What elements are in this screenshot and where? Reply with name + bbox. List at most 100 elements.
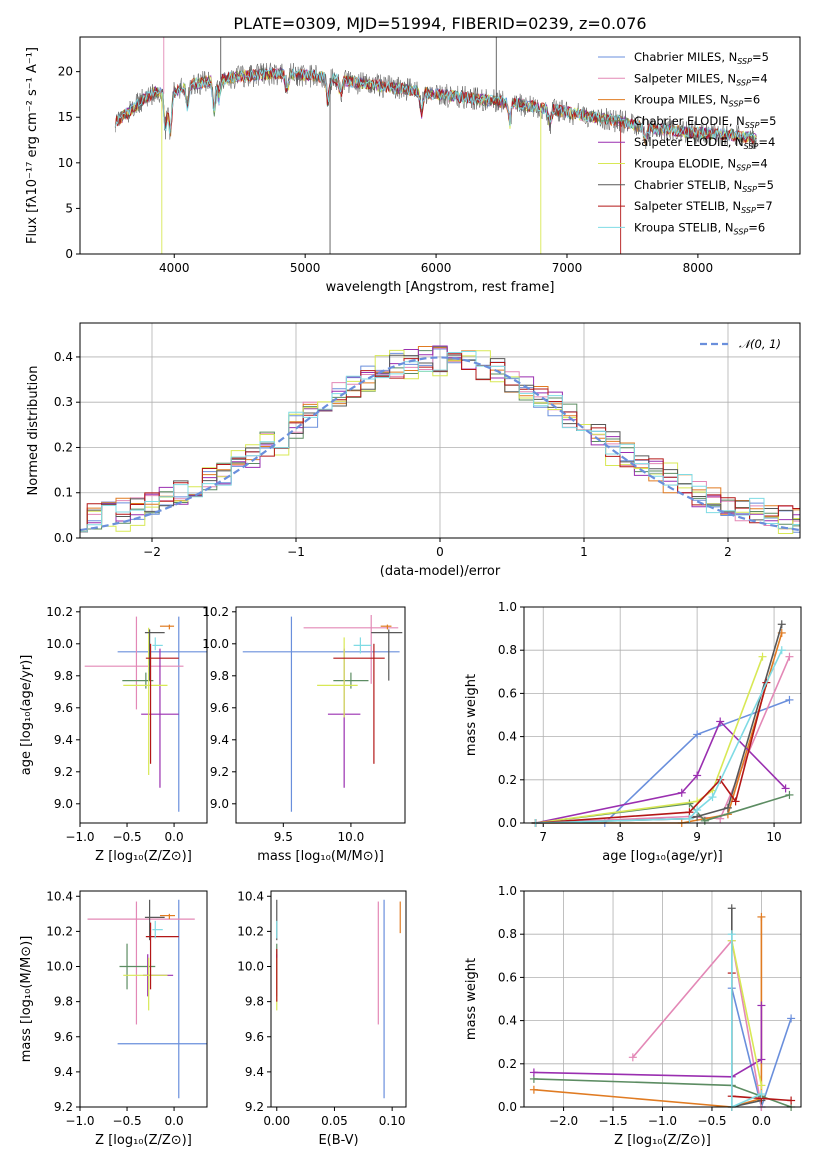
x-axis-label: Z [log₁₀(Z/Z⊙)]	[95, 849, 192, 864]
chart-title: PLATE=0309, MJD=51994, FIBERID=0239, z=0…	[233, 14, 646, 33]
legend-entry: Kroupa MILES, NSSP=6	[634, 93, 760, 109]
errorbar-chabrier-miles	[242, 616, 400, 812]
marker-salpeter-miles	[785, 652, 794, 661]
legend-entry: Salpeter MILES, NSSP=4	[634, 71, 768, 87]
line-chabrier-miles	[535, 699, 790, 824]
y-tick-label: 9.0	[210, 797, 229, 811]
y-tick-label: 10	[58, 156, 73, 170]
line-chabrier-stelib	[535, 624, 783, 824]
marker-chabrier-stelib	[723, 803, 732, 812]
errorbar-chabrier-elodie	[119, 943, 156, 990]
x-axis-label: age [log₁₀(age/yr)]	[602, 849, 723, 864]
y-tick-label: 9.2	[54, 765, 73, 779]
histogram-kroupa-stelib	[80, 351, 800, 533]
age_vs_Z-points	[84, 616, 207, 812]
errorbar-chabrier-miles	[117, 899, 207, 1099]
mass_weight_vs_age-series	[531, 620, 794, 827]
y-tick-label: 0.6	[498, 686, 517, 700]
legend-entry: Kroupa ELODIE, NSSP=4	[634, 157, 768, 173]
y-tick-label: 0.0	[498, 1100, 517, 1114]
y-tick-label: 10.2	[202, 605, 229, 619]
marker-kroupa-stelib	[685, 814, 694, 823]
x-tick-label: −0.5	[112, 1114, 141, 1128]
legend-entry: Kroupa STELIB, NSSP=6	[634, 220, 765, 236]
errorbar-salpeter-miles	[87, 901, 195, 1025]
x-tick-label: −2	[143, 545, 161, 559]
marker-salpeter-elodie	[781, 784, 790, 793]
mass_weight_vs_Z-axes: −2.0 −1.5 −1.0 −0.5 0.0 0.0 0.2 0.4 0.6 0.8 1.0	[498, 884, 801, 1128]
x-tick-label: 9.5	[274, 830, 293, 844]
errorbar-kroupa-stelib	[152, 637, 163, 651]
y-tick-label: 10.2	[46, 924, 73, 938]
x-tick-label: −1.0	[648, 1114, 677, 1128]
legend-entry: Salpeter STELIB, NSSP=7	[634, 199, 773, 215]
age_vs_mass-points	[242, 615, 403, 812]
y-tick-label: 1.0	[498, 884, 517, 898]
x-tick-label: 0.0	[165, 830, 184, 844]
mass_weight_vs_Z-frame	[523, 890, 802, 1108]
y-tick-label: 0.6	[498, 970, 517, 984]
y-tick-label: 0.3	[54, 395, 73, 409]
errorbar-kroupa-miles	[380, 624, 392, 630]
marker-salpeter-stelib	[731, 797, 740, 806]
legend-entry: Chabrier MILES, NSSP=5	[634, 50, 769, 66]
x-axis-label: (data-model)/error	[380, 564, 501, 579]
x-tick-label: 2	[724, 545, 732, 559]
x-tick-label: 7	[539, 830, 547, 844]
marker-kroupa-elodie	[757, 1081, 766, 1090]
marker-salpeter-elodie	[757, 1001, 766, 1010]
x-axis-label: mass [log₁₀(M/M⊙)]	[257, 849, 384, 864]
normal-curve	[80, 356, 800, 532]
marker-kroupa-stelib	[727, 930, 736, 939]
mass_vs_EBV-frame	[270, 890, 407, 1108]
marker-chabrier-miles	[693, 730, 702, 739]
errorbar-kroupa-elodie	[123, 627, 168, 775]
mass_vs_Z-axes: −1.0 −0.5 0.0 9.2 9.4 9.6 9.8 10.0 10.2 10.4	[46, 889, 183, 1128]
marker-chabrier-stelib	[727, 904, 736, 913]
mass_vs_EBV-points	[276, 899, 401, 1099]
line-salpeter-elodie	[533, 1005, 763, 1078]
y-tick-label: 9.6	[210, 701, 229, 715]
marker-chabrier-miles	[785, 695, 794, 704]
x-tick-label: 10	[766, 830, 781, 844]
histogram-series	[80, 345, 800, 534]
age_vs_Z-frame	[79, 606, 208, 824]
mass_weight_vs_Z-series	[529, 904, 796, 1111]
x-tick-label: 0.10	[379, 1114, 406, 1128]
y-tick-label: 0.2	[498, 1057, 517, 1071]
marker-salpeter-miles	[628, 1053, 637, 1062]
spectrum-frame	[79, 36, 801, 255]
mass_vs_Z-frame	[79, 890, 208, 1108]
x-tick-label: 4000	[159, 261, 190, 275]
x-tick-label: 7000	[552, 261, 583, 275]
x-tick-label: 0.00	[263, 1114, 290, 1128]
y-axis-label: mass weight	[464, 674, 479, 756]
y-tick-label: 10.0	[202, 637, 229, 651]
x-tick-label: 8	[616, 830, 624, 844]
spectrum-legend: Chabrier MILES, NSSP=5 Salpeter MILES, NS…	[598, 50, 776, 236]
y-axis-label: Normed distribution	[26, 366, 41, 496]
age_vs_Z-axes: −1.0 −0.5 0.0 9.0 9.2 9.4 9.6 9.8 10.0 10.2	[46, 605, 183, 844]
y-tick-label: 1.0	[498, 600, 517, 614]
legend-entry: 𝒩(0, 1)	[739, 337, 781, 351]
marker-chabrier-elodie	[700, 816, 709, 825]
y-tick-label: 10.4	[237, 889, 264, 903]
y-tick-label: 9.0	[54, 797, 73, 811]
marker-salpeter-elodie	[716, 717, 725, 726]
x-tick-label: −1.0	[65, 830, 94, 844]
y-tick-label: 9.6	[245, 1030, 264, 1044]
y-tick-label: 9.4	[54, 733, 73, 747]
y-tick-label: 0	[65, 247, 73, 261]
x-tick-label: −1	[287, 545, 305, 559]
y-tick-label: 0.4	[54, 350, 73, 364]
y-tick-label: 0.4	[498, 1014, 517, 1028]
y-tick-label: 10.0	[46, 960, 73, 974]
histogram-kroupa-elodie	[80, 349, 800, 534]
legend-entry: Chabrier STELIB, NSSP=5	[634, 178, 774, 194]
legend-entry: Salpeter ELODIE, NSSP=4	[634, 135, 775, 151]
y-tick-label: 9.8	[54, 669, 73, 683]
marker-salpeter-stelib	[787, 1096, 796, 1105]
y-tick-label: 9.6	[54, 701, 73, 715]
residuals-axes: −2 −1 0 1 2 0.0 0.1 0.2 0.3 0.4	[54, 323, 800, 559]
